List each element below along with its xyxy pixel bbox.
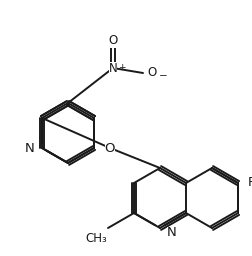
Text: −: − xyxy=(158,71,167,81)
Text: O: O xyxy=(108,35,117,48)
Text: O: O xyxy=(104,142,115,155)
Text: N: N xyxy=(166,227,176,240)
Text: N: N xyxy=(108,61,117,74)
Text: +: + xyxy=(117,63,125,72)
Text: O: O xyxy=(147,67,156,80)
Text: CH₃: CH₃ xyxy=(85,231,106,244)
Text: N: N xyxy=(25,142,35,155)
Text: F: F xyxy=(247,176,252,189)
